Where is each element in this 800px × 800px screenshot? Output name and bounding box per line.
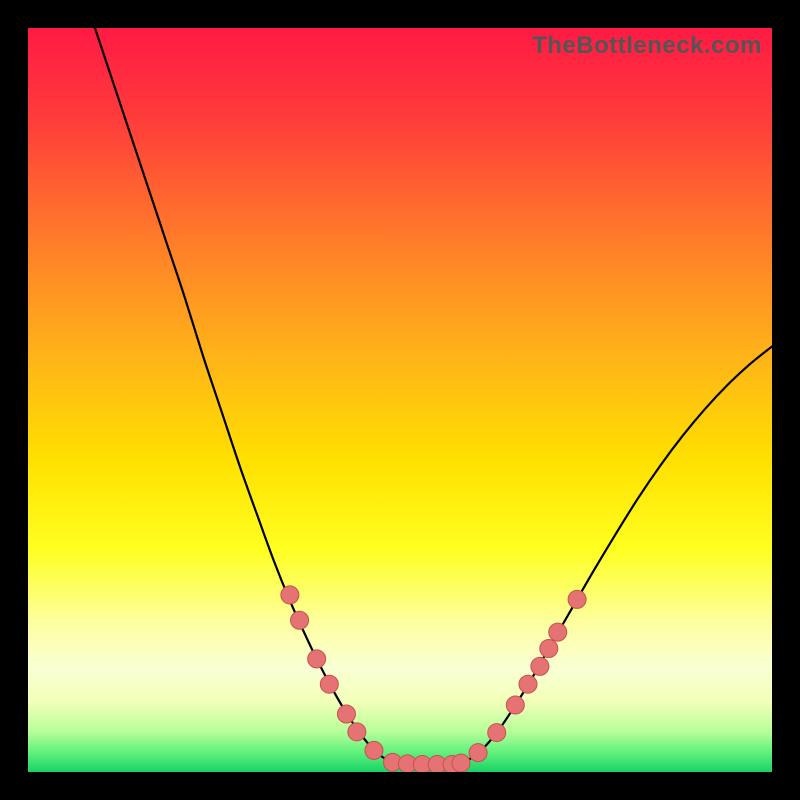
- curve-marker: [568, 590, 586, 608]
- curve-marker: [506, 696, 524, 714]
- curve-marker: [337, 705, 355, 723]
- chart-frame: TheBottleneck.com: [0, 0, 800, 800]
- curve-marker: [365, 741, 383, 759]
- curve-marker: [348, 723, 366, 741]
- gradient-background: [28, 28, 772, 772]
- plot-area: TheBottleneck.com: [28, 28, 772, 772]
- curve-marker: [519, 675, 537, 693]
- curve-marker: [531, 657, 549, 675]
- curve-marker: [540, 640, 558, 658]
- watermark-text: TheBottleneck.com: [532, 32, 762, 60]
- curve-marker: [291, 611, 309, 629]
- curve-marker: [488, 724, 506, 742]
- curve-marker: [549, 623, 567, 641]
- curve-marker: [320, 675, 338, 693]
- gradient-curve-chart: [28, 28, 772, 772]
- curve-marker: [452, 754, 470, 772]
- curve-marker: [469, 744, 487, 762]
- curve-marker: [281, 586, 299, 604]
- curve-marker: [308, 650, 326, 668]
